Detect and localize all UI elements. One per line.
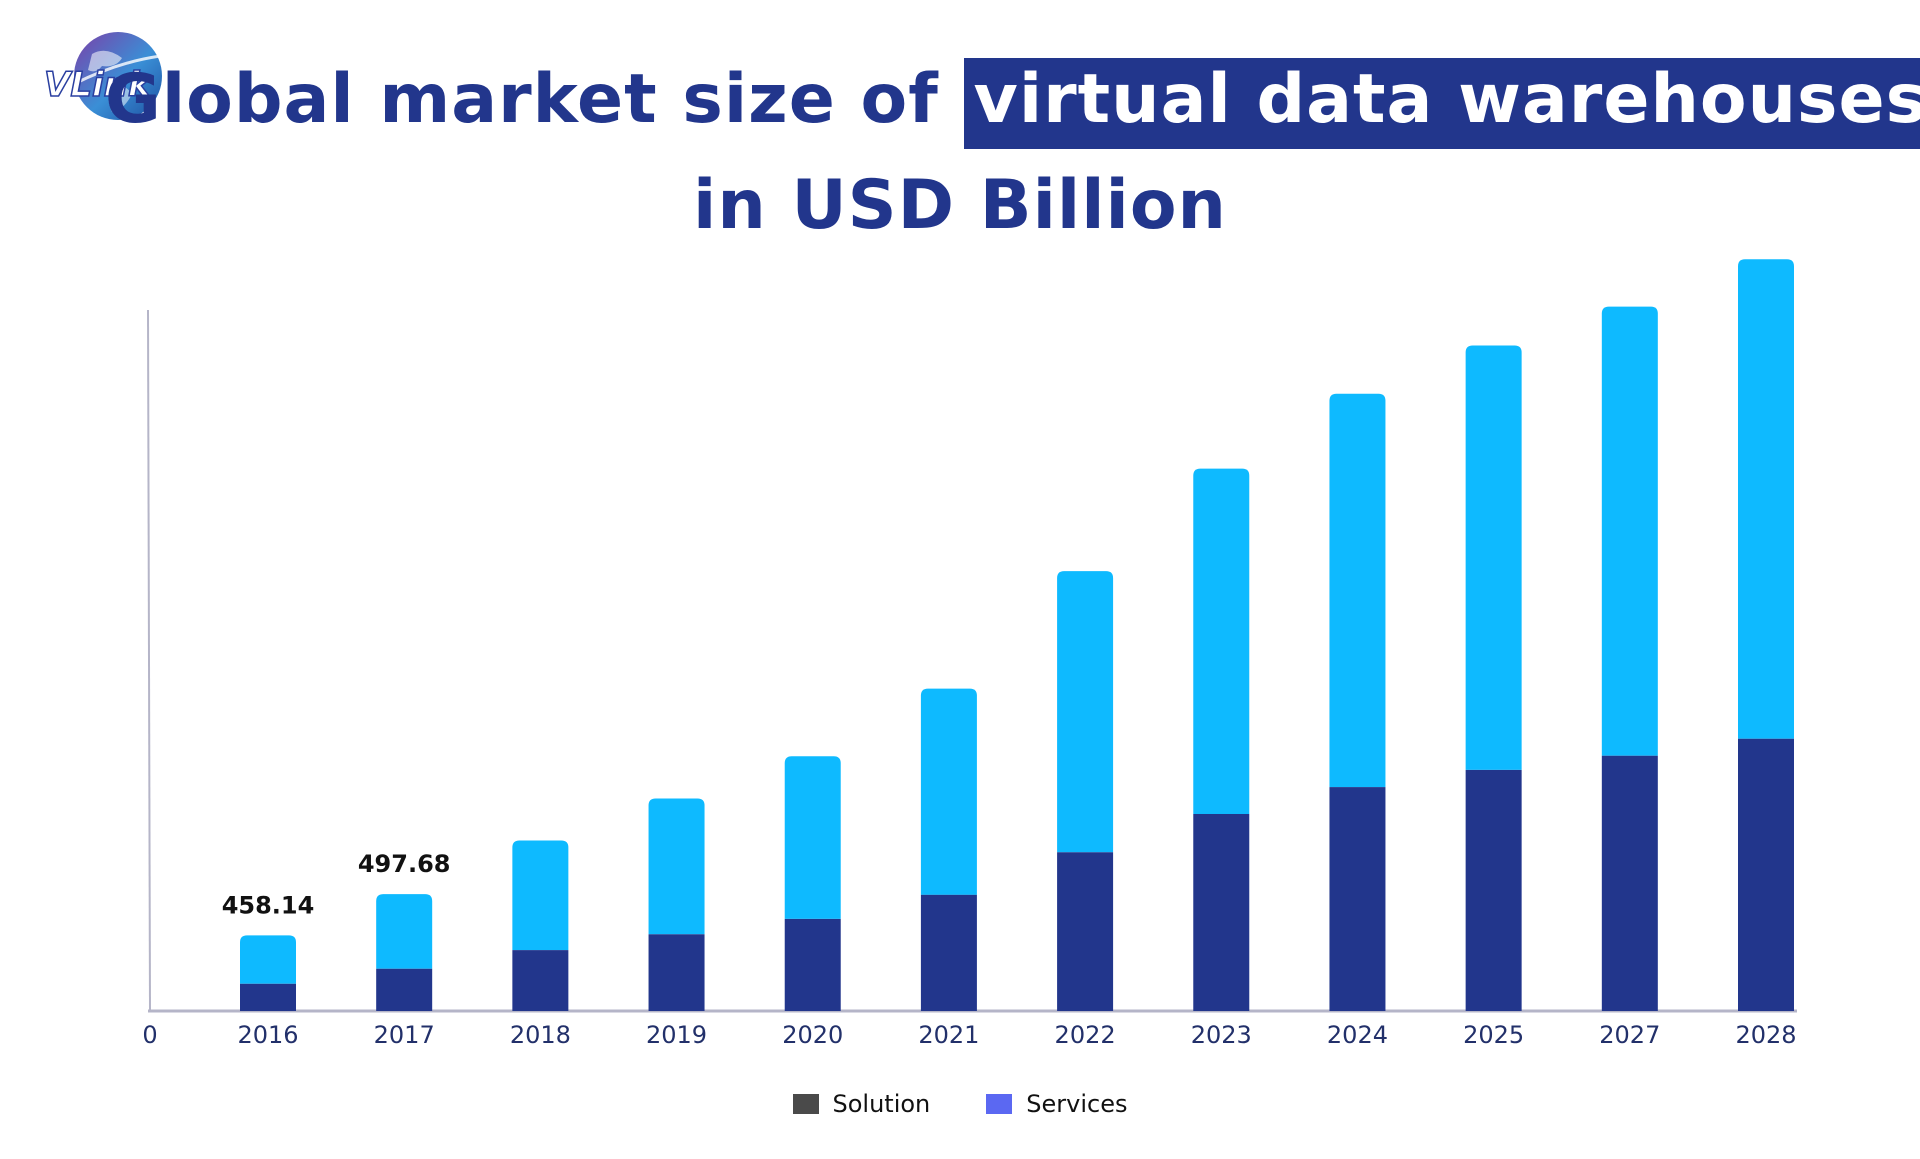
axis-origin-label: 0 (142, 1021, 157, 1049)
x-tick-label-2025: 2025 (1463, 1021, 1524, 1049)
vlink-logo: VLink (43, 32, 190, 120)
bar-services-2019 (648, 798, 705, 935)
legend-swatch-solution (792, 1094, 819, 1114)
bar-services-2021 (920, 688, 977, 895)
bar-solution-2024 (1329, 787, 1386, 1011)
x-tick-label-2019: 2019 (646, 1021, 707, 1049)
x-tick-label-2024: 2024 (1327, 1021, 1388, 1049)
x-tick-label-2018: 2018 (510, 1021, 571, 1049)
bar-solution-2023 (1193, 813, 1250, 1011)
bar-solution-2018 (512, 950, 569, 1011)
x-tick-label-2017: 2017 (374, 1021, 435, 1049)
bar-services-2027 (1601, 306, 1658, 756)
x-tick-label-2020: 2020 (782, 1021, 843, 1049)
bar-solution-2022 (1057, 852, 1114, 1011)
legend-label-solution: Solution (832, 1090, 931, 1118)
bar-solution-2016 (240, 983, 296, 1011)
x-tick-label-2027: 2027 (1599, 1021, 1660, 1049)
chart-legend: Solution Services (0, 1090, 1920, 1118)
x-tick-label-2021: 2021 (918, 1021, 979, 1049)
legend-item-solution: Solution (792, 1090, 931, 1118)
bar-solution-2021 (920, 894, 977, 1011)
bar-solution-2019 (648, 934, 705, 1011)
bar-solution-2028 (1738, 738, 1794, 1011)
bar-services-2025 (1465, 345, 1522, 770)
legend-swatch-services (986, 1094, 1013, 1114)
bar-solution-2025 (1465, 769, 1522, 1011)
legend-label-services: Services (1026, 1090, 1128, 1118)
bar-services-2022 (1057, 571, 1114, 853)
y-axis-line (147, 309, 151, 1012)
legend-item-services: Services (986, 1090, 1127, 1118)
data-label-2016: 458.14 (222, 891, 315, 919)
logo-wordmark: VLink (44, 65, 153, 105)
bar-services-2020 (784, 756, 841, 919)
x-tick-label-2028: 2028 (1735, 1021, 1796, 1049)
bar-solution-2017 (376, 968, 433, 1011)
chart-title-prefix: Global market size of (105, 60, 939, 139)
chart-title-line-1: Global market size of virtual data wareh… (0, 58, 1920, 149)
bar-services-2018 (512, 840, 569, 951)
x-tick-label-2023: 2023 (1191, 1021, 1252, 1049)
data-label-2017: 497.68 (358, 850, 451, 878)
chart-title-highlight: virtual data warehouses (963, 58, 1920, 149)
bar-solution-2020 (784, 918, 841, 1011)
bar-services-2016 (240, 935, 296, 984)
x-tick-label-2016: 2016 (237, 1021, 298, 1049)
bar-services-2023 (1193, 468, 1250, 814)
x-tick-label-2022: 2022 (1055, 1021, 1116, 1049)
bar-services-2024 (1329, 393, 1386, 788)
bar-services-2028 (1738, 259, 1794, 739)
bar-solution-2027 (1601, 755, 1658, 1011)
chart-title-line-2: in USD Billion (693, 166, 1227, 245)
bar-services-2017 (376, 894, 433, 969)
